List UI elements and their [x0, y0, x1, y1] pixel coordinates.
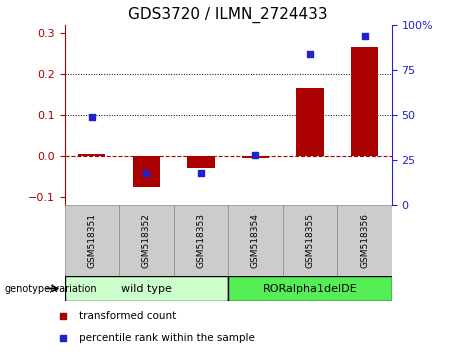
Bar — [65, 205, 119, 276]
Bar — [337, 205, 392, 276]
Bar — [228, 205, 283, 276]
Point — [252, 152, 259, 158]
Bar — [296, 88, 324, 156]
Bar — [228, 276, 392, 301]
Bar — [119, 205, 174, 276]
Point — [142, 170, 150, 176]
Point — [361, 33, 368, 39]
Bar — [78, 154, 106, 156]
Text: GSM518353: GSM518353 — [196, 213, 206, 268]
Point — [88, 114, 95, 120]
Bar — [174, 205, 228, 276]
Bar — [65, 276, 228, 301]
Bar — [187, 156, 214, 169]
Bar — [242, 156, 269, 158]
Title: GDS3720 / ILMN_2724433: GDS3720 / ILMN_2724433 — [128, 7, 328, 23]
Bar — [133, 156, 160, 187]
Text: RORalpha1delDE: RORalpha1delDE — [263, 284, 357, 293]
Point — [306, 51, 313, 57]
Point — [59, 314, 67, 319]
Point — [59, 335, 67, 341]
Bar — [283, 205, 337, 276]
Text: GSM518352: GSM518352 — [142, 213, 151, 268]
Text: GSM518354: GSM518354 — [251, 213, 260, 268]
Bar — [351, 47, 378, 156]
Text: wild type: wild type — [121, 284, 172, 293]
Text: transformed count: transformed count — [79, 311, 176, 321]
Text: GSM518351: GSM518351 — [87, 213, 96, 268]
Point — [197, 170, 205, 176]
Text: percentile rank within the sample: percentile rank within the sample — [79, 332, 255, 343]
Text: GSM518356: GSM518356 — [360, 213, 369, 268]
Text: genotype/variation: genotype/variation — [5, 284, 97, 293]
Text: GSM518355: GSM518355 — [306, 213, 314, 268]
